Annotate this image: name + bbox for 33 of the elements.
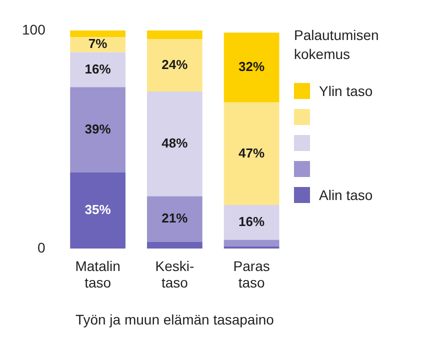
data-label: 39% [84,121,112,136]
bar [147,196,202,242]
bar [224,204,280,240]
bar [224,246,280,249]
bar [147,30,202,40]
bar [70,87,126,172]
bar [147,242,202,249]
x-axis-title: Työn ja muun elämän tasapaino [75,311,274,328]
bar [70,30,126,37]
bar [224,32,280,102]
y-tick-label: 0 [38,239,46,256]
legend-title: Palautumisen kokemus [294,26,380,64]
bar [147,39,202,92]
bar [224,240,280,246]
data-label: 32% [238,59,266,74]
bar [70,52,126,88]
data-label: 47% [238,145,266,160]
data-label: 24% [162,56,188,72]
bar [224,102,280,205]
data-label: 35% [84,202,112,217]
bar [70,172,126,249]
legend-label: Alin taso [319,187,373,203]
data-label: 16% [238,214,266,229]
y-tick-label: 100 [22,21,46,38]
data-label: 7% [88,36,108,52]
data-label: 48% [162,135,188,150]
x-tick-label: Matalin taso [75,258,120,291]
legend-label: Ylin taso [319,83,373,99]
x-tick-label: Keski- taso [155,258,194,291]
x-tick-label: Paras taso [233,258,270,291]
bar [147,91,202,196]
data-label: 21% [162,210,188,226]
data-label: 16% [84,61,112,76]
